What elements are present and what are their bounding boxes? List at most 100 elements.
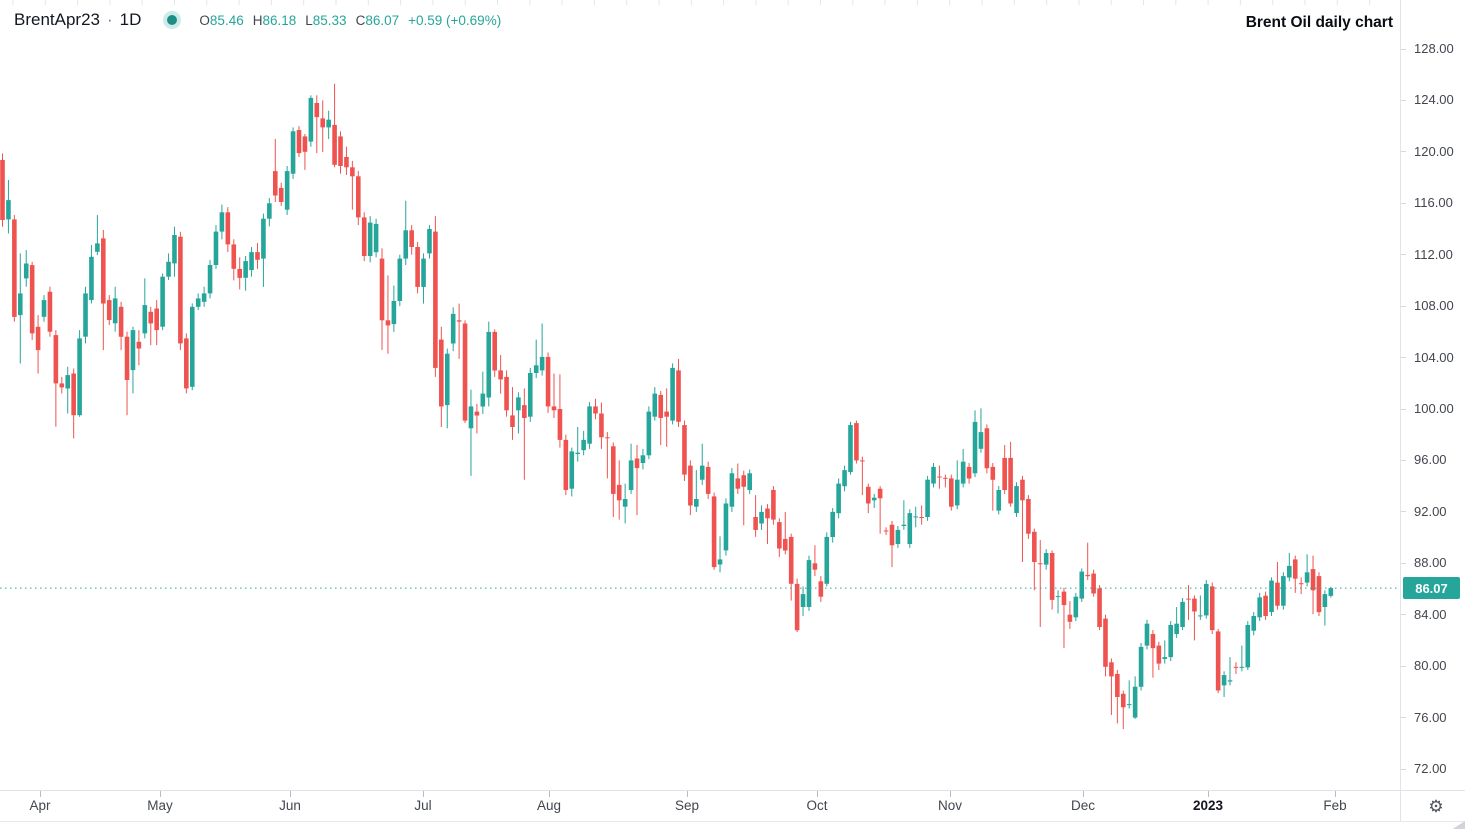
month-label-oct[interactable]: Oct <box>806 798 828 813</box>
time-axis[interactable]: ⚙ Apr May Jun Jul Aug Sep Oct Nov Dec 2023 Feb <box>0 790 1465 829</box>
candle-body <box>1322 594 1328 607</box>
candle-body <box>907 513 913 544</box>
candle-body <box>794 583 800 631</box>
month-label-may[interactable]: May <box>147 798 173 813</box>
gear-icon[interactable]: ⚙ <box>1428 797 1444 816</box>
candle-body <box>723 503 729 551</box>
candle-body <box>913 516 919 518</box>
candle-body <box>990 466 996 480</box>
candle-body <box>889 524 895 546</box>
candle-body <box>427 229 432 254</box>
candle-body <box>243 261 248 278</box>
candle-body <box>1328 588 1334 596</box>
candle-body <box>456 320 462 322</box>
price-tick <box>1401 717 1406 719</box>
month-label-nov[interactable]: Nov <box>937 798 963 813</box>
candle-body <box>195 298 201 307</box>
month-label-dec[interactable]: Dec <box>1070 798 1096 813</box>
candle-body <box>848 425 853 472</box>
candle-body <box>694 499 699 507</box>
month-tick <box>1208 791 1209 797</box>
candle-body <box>931 466 936 484</box>
symbol-legend[interactable]: BrentApr23 · 1D O 85.46 H 86.18 L 85.33 … <box>14 9 501 31</box>
candle-body <box>593 406 598 414</box>
candle-body <box>154 308 159 331</box>
candle-body <box>1014 486 1019 514</box>
candle-body <box>1037 563 1043 565</box>
price-tick <box>1401 562 1406 564</box>
candle-body <box>1215 631 1221 691</box>
candle-body <box>1150 634 1156 649</box>
candle-body <box>23 263 29 279</box>
market-status-dot-icon[interactable] <box>163 11 182 29</box>
candle-body <box>1316 576 1322 613</box>
candle-body <box>261 218 266 259</box>
candle-body <box>237 268 242 278</box>
candle-body <box>640 455 646 463</box>
candle-body <box>421 258 426 287</box>
interval-label[interactable]: 1D <box>119 10 142 29</box>
candle-body <box>148 311 154 324</box>
candle-body <box>860 460 865 462</box>
high-value: 86.18 <box>262 12 297 28</box>
month-label-aug[interactable]: Aug <box>536 798 562 813</box>
candle-body <box>1298 583 1304 585</box>
candle-body <box>326 119 331 128</box>
candle-body <box>551 406 557 411</box>
candle-body <box>71 373 76 416</box>
candle-body <box>89 256 94 301</box>
candle-body <box>670 367 675 421</box>
candle-body <box>112 298 118 324</box>
chart-plot-area[interactable] <box>0 0 1400 790</box>
candle-body <box>41 300 47 317</box>
month-label-feb[interactable]: Feb <box>1323 798 1347 813</box>
candle-body <box>919 517 924 518</box>
candle-body <box>1109 662 1114 677</box>
candle-body <box>1008 457 1013 504</box>
month-label-jul[interactable]: Jul <box>414 798 432 813</box>
candle-body <box>1192 598 1197 612</box>
candle-body <box>391 301 397 325</box>
price-tick-label: 108.00 <box>1414 298 1454 314</box>
candle-body <box>272 171 278 196</box>
candle-body <box>439 339 444 407</box>
candle-body <box>1067 614 1073 622</box>
candle-body <box>1203 583 1209 616</box>
month-tick <box>423 791 424 797</box>
candle-body <box>77 338 82 416</box>
candle-body <box>338 136 343 166</box>
candle-body <box>302 136 308 152</box>
candle-body <box>605 437 610 439</box>
candle-body <box>978 432 984 449</box>
candle-body <box>539 356 545 371</box>
candle-body <box>1221 675 1227 686</box>
candle-body <box>664 411 669 417</box>
candle-body <box>1091 573 1096 594</box>
candle-body <box>255 252 260 260</box>
candle-body <box>433 231 438 368</box>
price-axis[interactable]: 86.07 128.00 124.00 120.00 116.00 112.00 108.… <box>1400 0 1465 790</box>
symbol-name[interactable]: BrentApr23 <box>14 10 100 29</box>
candle-body <box>332 124 337 165</box>
candle-body <box>788 536 794 584</box>
candle-body <box>504 376 509 411</box>
month-label-jun[interactable]: Jun <box>279 798 301 813</box>
candle-body <box>682 425 687 475</box>
candle-body <box>361 217 367 256</box>
candle-body <box>1180 601 1185 627</box>
month-label-2023[interactable]: 2023 <box>1192 798 1224 813</box>
price-tick <box>1401 408 1406 410</box>
price-tick <box>1401 48 1406 50</box>
candle-body <box>450 313 456 344</box>
candle-body <box>972 421 978 474</box>
candle-body <box>1049 553 1055 600</box>
axis-corner-separator <box>1400 791 1401 822</box>
price-tick-label: 128.00 <box>1414 41 1454 56</box>
candle-body <box>409 230 414 247</box>
price-tick <box>1401 459 1406 461</box>
month-label-sep[interactable]: Sep <box>674 798 700 813</box>
candle-body <box>1138 646 1144 687</box>
candle-body <box>1132 686 1138 718</box>
month-label-apr[interactable]: Apr <box>29 798 51 813</box>
